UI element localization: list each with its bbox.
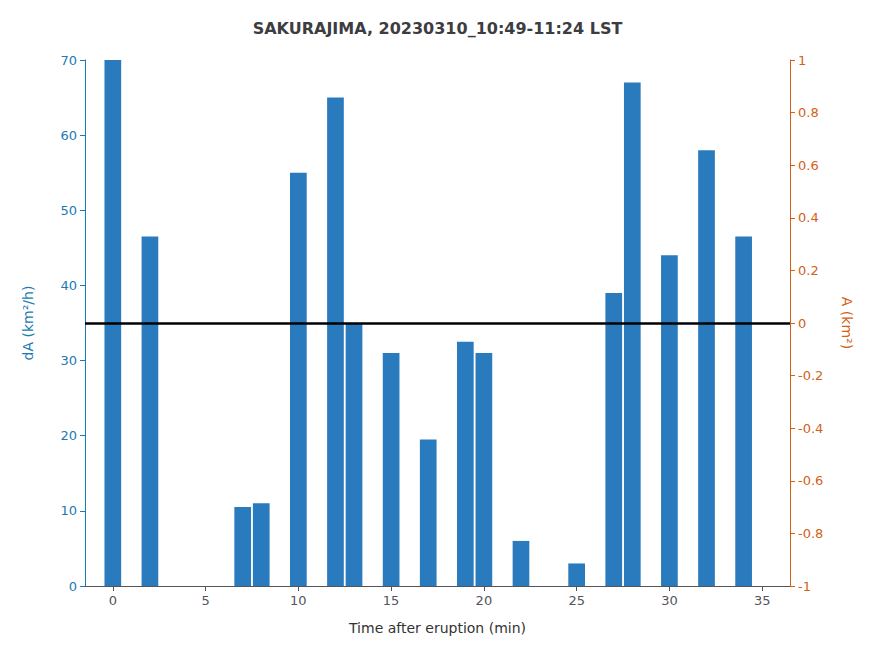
svg-text:50: 50 <box>60 203 77 218</box>
svg-text:0.2: 0.2 <box>798 263 819 278</box>
svg-text:Time after eruption (min): Time after eruption (min) <box>348 620 526 636</box>
svg-text:20: 20 <box>476 593 493 608</box>
svg-text:35: 35 <box>754 593 771 608</box>
svg-text:0: 0 <box>69 579 77 594</box>
svg-text:-0.2: -0.2 <box>798 368 823 383</box>
svg-text:0.6: 0.6 <box>798 158 819 173</box>
svg-text:0: 0 <box>109 593 117 608</box>
svg-text:70: 70 <box>60 53 77 68</box>
svg-text:0.8: 0.8 <box>798 105 819 120</box>
svg-text:40: 40 <box>60 278 77 293</box>
svg-text:15: 15 <box>383 593 400 608</box>
svg-text:0.4: 0.4 <box>798 210 819 225</box>
svg-text:30: 30 <box>661 593 678 608</box>
svg-text:dA (km²/h): dA (km²/h) <box>20 286 36 361</box>
svg-text:10: 10 <box>290 593 307 608</box>
svg-text:30: 30 <box>60 353 77 368</box>
svg-text:60: 60 <box>60 128 77 143</box>
svg-text:25: 25 <box>568 593 585 608</box>
svg-text:10: 10 <box>60 503 77 518</box>
svg-text:A (km²): A (km²) <box>839 297 855 349</box>
svg-text:-0.8: -0.8 <box>798 526 823 541</box>
svg-text:-1: -1 <box>798 579 811 594</box>
svg-text:0: 0 <box>798 316 806 331</box>
svg-text:-0.4: -0.4 <box>798 421 823 436</box>
svg-text:5: 5 <box>201 593 209 608</box>
svg-text:-0.6: -0.6 <box>798 473 823 488</box>
svg-text:1: 1 <box>798 53 806 68</box>
svg-text:SAKURAJIMA, 20230310_10:49-11:: SAKURAJIMA, 20230310_10:49-11:24 LST <box>253 19 623 38</box>
svg-text:20: 20 <box>60 428 77 443</box>
